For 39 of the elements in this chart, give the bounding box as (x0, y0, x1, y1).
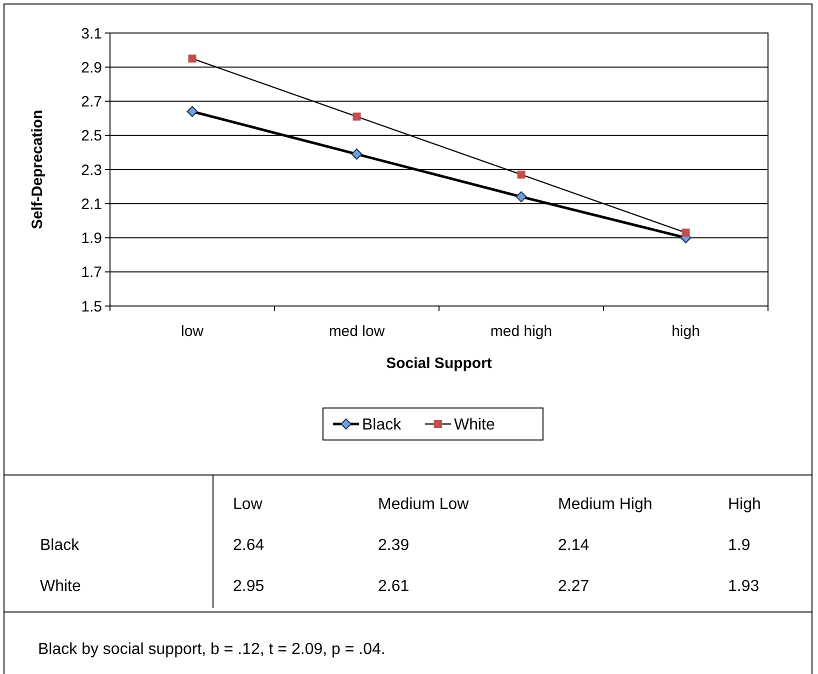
y-tick-label: 1.5 (81, 298, 102, 316)
data-label: 2.64 (233, 537, 264, 554)
x-tick-label: high (672, 323, 700, 340)
data-label: 2.39 (378, 537, 410, 554)
y-tick-label: 2.5 (81, 128, 102, 145)
y-tick-label: 2.9 (81, 59, 102, 76)
legend-label: White (454, 416, 495, 434)
data-label: 2.27 (558, 578, 590, 595)
x-tick-label: med low (328, 323, 385, 340)
data-label: 2.14 (558, 537, 590, 554)
text: White (40, 578, 81, 595)
y-tick-label: 2.3 (81, 162, 102, 179)
y-tick-label: 3.1 (81, 25, 102, 42)
data-label: 1.9 (728, 537, 750, 554)
point (682, 228, 690, 237)
y-axis-title: Self-Deprecation (29, 110, 46, 230)
point (188, 54, 196, 63)
point (351, 148, 362, 160)
x-axis-title: Social Support (386, 355, 492, 372)
y-tick-label: 1.7 (81, 264, 102, 282)
y-tick-label: 2.1 (81, 196, 102, 213)
data-label: 2.95 (233, 578, 264, 595)
text: Black (40, 537, 80, 554)
point (517, 170, 526, 179)
legend-label: Black (362, 416, 402, 434)
point (516, 191, 527, 202)
data-label: 2.61 (378, 578, 410, 595)
x-tick-label: low (180, 323, 204, 340)
x-tick-label: med high (490, 323, 552, 340)
point (186, 106, 198, 117)
y-tick-label: 1.9 (81, 230, 102, 247)
y-tick-label: 2.7 (81, 94, 102, 110)
text: Medium Low (378, 496, 470, 513)
text: Black by social support, b = .12, t = 2.09, p = .04. (38, 641, 386, 658)
text: High (728, 496, 761, 513)
text: Low (233, 496, 263, 513)
data-label: 1.93 (728, 578, 760, 595)
point (352, 112, 361, 121)
text: Medium High (558, 496, 652, 513)
